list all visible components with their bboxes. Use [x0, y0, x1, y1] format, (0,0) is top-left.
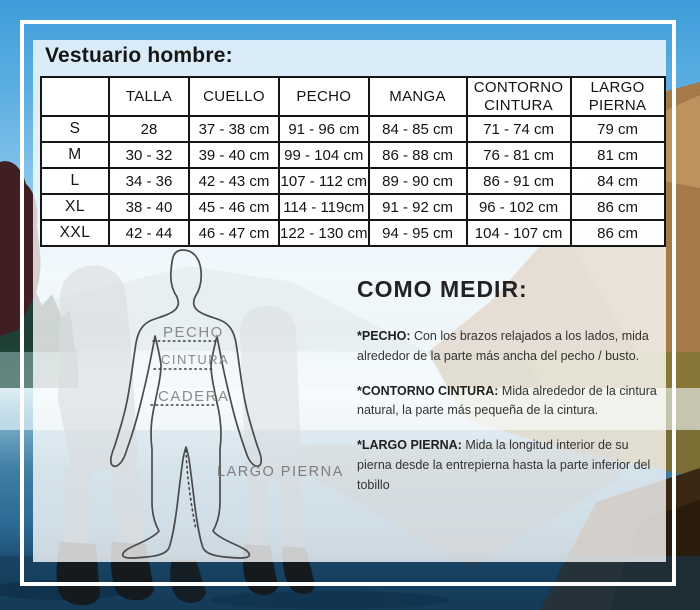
- column-header-largo-pierna: LARGO PIERNA: [569, 76, 666, 117]
- cell-talla: 42 - 44: [108, 219, 190, 247]
- size-label: L: [40, 167, 110, 195]
- cell-pecho: 107 - 112 cm: [278, 167, 370, 195]
- column-header-manga: MANGA: [367, 76, 468, 117]
- diagram-label-largo-pierna: LARGO PIERNA: [217, 464, 344, 480]
- diagram-label-cintura: CINTURA: [161, 352, 230, 367]
- cell-cuello: 42 - 43 cm: [188, 167, 280, 195]
- size-label: XXL: [40, 219, 110, 247]
- table-row: M 30 - 32 39 - 40 cm 99 - 104 cm 86 - 88…: [40, 141, 666, 169]
- cell-pecho: 114 - 119cm: [278, 193, 370, 221]
- cell-manga: 94 - 95 cm: [367, 219, 468, 247]
- measure-instruction-largo-pierna: *LARGO PIERNA: Mida la longitud interior…: [357, 438, 651, 492]
- cell-talla: 38 - 40: [108, 193, 190, 221]
- cell-manga: 91 - 92 cm: [367, 193, 468, 221]
- column-header-talla: TALLA: [108, 76, 190, 117]
- cell-contorno-cintura: 71 - 74 cm: [465, 115, 572, 143]
- table-row: XXL 42 - 44 46 - 47 cm 122 - 130 cm 94 -…: [40, 219, 666, 247]
- measure-instruction-contorno-cintura: *CONTORNO CINTURA: Mida alrededor de la …: [357, 383, 657, 418]
- white-frame-border: [20, 20, 676, 586]
- cell-cuello: 37 - 38 cm: [188, 115, 280, 143]
- cell-largo-pierna: 79 cm: [569, 115, 666, 143]
- inseam-measure-line: [185, 449, 197, 531]
- size-label: S: [40, 115, 110, 143]
- how-to-measure-section: COMO MEDIR: *PECHO: Con los brazos relaj…: [357, 276, 661, 510]
- table-row: L 34 - 36 42 - 43 cm 107 - 112 cm 89 - 9…: [40, 167, 666, 195]
- cell-cuello: 46 - 47 cm: [188, 219, 280, 247]
- cell-cuello: 45 - 46 cm: [188, 193, 280, 221]
- header-row: TALLA CUELLO PECHO MANGA CONTORNO CINTUR…: [40, 76, 666, 117]
- cell-contorno-cintura: 86 - 91 cm: [465, 167, 572, 195]
- measure-instruction-pecho: *PECHO: Con los brazos relajados a los l…: [357, 329, 649, 363]
- diagram-label-cadera: CADERA: [158, 388, 230, 405]
- cell-largo-pierna: 86 cm: [569, 219, 666, 247]
- column-header-contorno-cintura: CONTORNO CINTURA: [465, 76, 572, 117]
- table-row: S 28 37 - 38 cm 91 - 96 cm 84 - 85 cm 71…: [40, 115, 666, 143]
- cell-contorno-cintura: 76 - 81 cm: [465, 141, 572, 169]
- cell-manga: 89 - 90 cm: [367, 167, 468, 195]
- column-header-size: [40, 76, 110, 117]
- cell-largo-pierna: 81 cm: [569, 141, 666, 169]
- size-label: XL: [40, 193, 110, 221]
- column-header-pecho: PECHO: [278, 76, 370, 117]
- cell-pecho: 122 - 130 cm: [278, 219, 370, 247]
- cell-manga: 84 - 85 cm: [367, 115, 468, 143]
- cell-largo-pierna: 86 cm: [569, 193, 666, 221]
- diagram-label-pecho: PECHO: [163, 324, 224, 341]
- cell-manga: 86 - 88 cm: [367, 141, 468, 169]
- cell-cuello: 39 - 40 cm: [188, 141, 280, 169]
- cell-talla: 34 - 36: [108, 167, 190, 195]
- column-header-cuello: CUELLO: [188, 76, 280, 117]
- size-table: TALLA CUELLO PECHO MANGA CONTORNO CINTUR…: [40, 76, 666, 247]
- page-title: Vestuario hombre:: [45, 44, 233, 67]
- cell-pecho: 91 - 96 cm: [278, 115, 370, 143]
- size-label: M: [40, 141, 110, 169]
- table-row: XL 38 - 40 45 - 46 cm 114 - 119cm 91 - 9…: [40, 193, 666, 221]
- how-to-measure-heading: COMO MEDIR:: [357, 276, 528, 302]
- cell-pecho: 99 - 104 cm: [278, 141, 370, 169]
- cell-talla: 30 - 32: [108, 141, 190, 169]
- cell-talla: 28: [108, 115, 190, 143]
- cell-largo-pierna: 84 cm: [569, 167, 666, 195]
- cell-contorno-cintura: 96 - 102 cm: [465, 193, 572, 221]
- cell-contorno-cintura: 104 - 107 cm: [465, 219, 572, 247]
